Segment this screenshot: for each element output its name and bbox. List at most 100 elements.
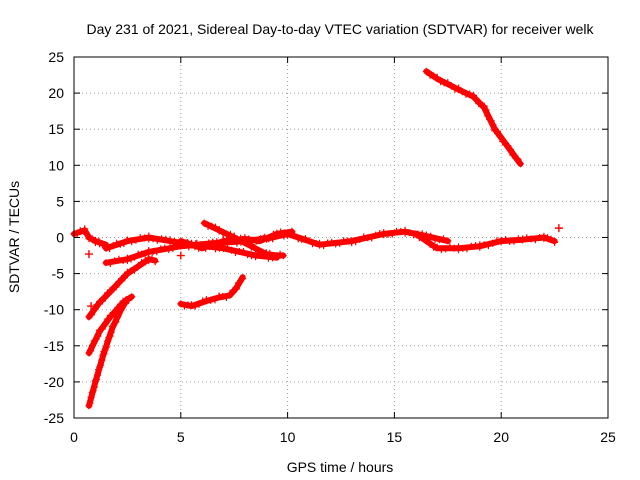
data-point <box>88 235 96 243</box>
data-point <box>191 243 199 251</box>
data-point <box>226 291 234 299</box>
data-point <box>191 302 199 310</box>
data-point <box>215 225 223 233</box>
data-point <box>148 255 156 263</box>
data-point <box>276 250 284 258</box>
data-point <box>88 311 96 319</box>
data-point <box>469 91 477 99</box>
series-arc-8 <box>85 255 159 321</box>
data-point <box>115 255 123 263</box>
data-point <box>510 237 518 245</box>
y-tick-label: 20 <box>48 85 64 101</box>
data-point <box>202 244 210 252</box>
data-point <box>494 127 501 135</box>
data-point <box>551 238 559 246</box>
data-point <box>151 258 159 266</box>
data-point <box>101 321 109 329</box>
data-point <box>433 243 441 251</box>
data-point <box>241 234 249 242</box>
data-point <box>87 347 95 355</box>
data-point <box>116 240 124 248</box>
data-point <box>114 313 122 321</box>
data-point <box>458 88 466 96</box>
y-tick-label: 5 <box>56 193 64 209</box>
data-point <box>266 249 274 257</box>
data-point <box>531 236 539 244</box>
data-point <box>73 230 81 238</box>
data-point <box>132 236 140 244</box>
data-point <box>450 244 458 252</box>
data-point <box>86 399 94 407</box>
data-point <box>95 239 104 248</box>
data-point <box>320 242 328 250</box>
data-point <box>177 300 185 308</box>
data-point <box>145 232 153 240</box>
data-point <box>198 243 206 251</box>
data-point <box>352 238 360 246</box>
y-tick-label: 15 <box>48 121 64 137</box>
data-point <box>372 231 380 239</box>
data-point <box>195 300 203 308</box>
data-point <box>240 248 247 255</box>
data-point <box>208 222 216 230</box>
data-point <box>134 262 142 270</box>
data-point <box>463 245 471 253</box>
data-point <box>244 251 252 259</box>
data-point <box>484 242 492 250</box>
data-point <box>427 232 435 240</box>
data-point <box>180 240 188 248</box>
data-point <box>444 79 452 87</box>
x-axis-label: GPS time / hours <box>287 459 394 475</box>
data-point <box>422 236 430 244</box>
y-tick-label: 0 <box>56 230 64 246</box>
data-point <box>123 268 131 276</box>
data-point <box>540 235 548 243</box>
x-tick-label: 0 <box>70 429 78 445</box>
data-point <box>224 244 231 252</box>
data-point <box>227 230 234 238</box>
data-point <box>228 238 236 246</box>
data-point <box>123 254 131 262</box>
data-point <box>123 236 131 244</box>
data-point <box>111 257 119 265</box>
axis-ticks: 0 5 10 15 20 25 25 20 15 10 5 0 -5 -10 -15 -20 -25 <box>44 49 616 445</box>
data-point <box>97 361 105 369</box>
data-point <box>301 235 309 242</box>
series-arc-10 <box>85 295 131 410</box>
data-point <box>94 371 101 379</box>
data-point <box>169 244 177 252</box>
data-point <box>348 237 356 245</box>
data-point <box>112 283 120 291</box>
data-point <box>284 230 292 238</box>
data-point <box>232 284 240 292</box>
data-point <box>91 236 99 244</box>
data-point <box>277 228 285 236</box>
data-point <box>516 160 524 168</box>
data-point <box>188 239 195 247</box>
data-point <box>81 225 89 233</box>
data-point <box>205 243 213 250</box>
y-tick-label: -20 <box>44 374 64 390</box>
data-point <box>123 296 131 304</box>
data-point <box>89 341 96 349</box>
data-point <box>305 237 313 245</box>
y-tick-label: -15 <box>44 338 64 354</box>
data-point <box>489 121 497 129</box>
data-point <box>110 320 118 328</box>
data-point <box>94 332 102 340</box>
data-point <box>149 235 157 243</box>
data-point <box>388 230 396 238</box>
data-point <box>442 245 450 253</box>
data-point <box>117 305 125 313</box>
data-point <box>128 238 136 246</box>
data-point <box>219 229 227 237</box>
data-point <box>161 244 169 252</box>
data-point <box>446 243 454 251</box>
data-point <box>195 244 203 252</box>
data-point <box>273 252 281 260</box>
data-point <box>237 234 245 242</box>
data-point <box>356 236 364 243</box>
data-point <box>89 387 97 395</box>
data-point <box>412 230 420 238</box>
data-point <box>437 78 445 86</box>
